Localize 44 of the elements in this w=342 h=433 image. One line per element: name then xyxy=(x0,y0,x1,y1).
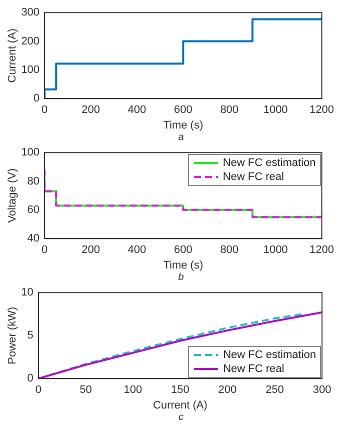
x-tick-label: 800 xyxy=(220,104,239,116)
legend-label: New FC real xyxy=(223,362,284,376)
y-tick-label: 200 xyxy=(21,35,40,48)
legend-label: New FC estimation xyxy=(222,156,316,170)
x-axis-title: Time (s) xyxy=(163,119,204,132)
x-tick-label: 400 xyxy=(128,244,146,256)
y-tick-label: 300 xyxy=(21,6,40,19)
x-axis-title: Current (A) xyxy=(153,399,208,412)
text: b xyxy=(177,272,185,284)
x-tick-label: 200 xyxy=(82,244,100,256)
x-tick-label: 1200 xyxy=(310,104,334,116)
y-tick-label: 80 xyxy=(27,175,40,188)
x-tick-label: 250 xyxy=(266,384,284,396)
y-tick-label: 10 xyxy=(21,286,34,299)
x-tick-label: 600 xyxy=(174,244,192,256)
x-tick-label: 0 xyxy=(41,104,48,116)
x-tick-label: 200 xyxy=(82,104,100,116)
y-axis-title: Voltage (V) xyxy=(6,168,19,223)
y-tick-label: 5 xyxy=(27,330,34,342)
y-tick-label: 0 xyxy=(33,92,40,105)
y-tick-label: 100 xyxy=(21,64,40,76)
x-tick-label: 400 xyxy=(128,104,146,116)
text: c xyxy=(178,412,184,424)
legend-label: New FC estimation xyxy=(223,348,316,362)
x-tick-label: 600 xyxy=(174,104,192,116)
x-tick-label: 1000 xyxy=(263,244,288,256)
y-tick-label: 100 xyxy=(21,146,40,159)
x-tick-label: 1200 xyxy=(310,244,334,256)
x-tick-label: 1000 xyxy=(263,104,288,116)
x-tick-label: 0 xyxy=(41,244,48,256)
y-tick-label: 60 xyxy=(27,204,40,216)
text: a xyxy=(177,132,185,144)
x-tick-label: 800 xyxy=(220,244,239,256)
y-axis-title: Power (kW) xyxy=(6,306,19,364)
x-tick-label: 200 xyxy=(218,384,237,396)
x-tick-label: 100 xyxy=(124,384,142,396)
x-tick-label: 50 xyxy=(80,384,92,396)
x-axis-title: Time (s) xyxy=(163,259,204,272)
legend-label: New FC real xyxy=(222,170,284,184)
y-tick-label: 0 xyxy=(27,372,34,385)
x-tick-label: 150 xyxy=(171,384,190,396)
y-tick-label: 40 xyxy=(27,232,40,245)
y-axis-title: Current (A) xyxy=(6,28,19,83)
x-tick-label: 300 xyxy=(312,384,332,396)
